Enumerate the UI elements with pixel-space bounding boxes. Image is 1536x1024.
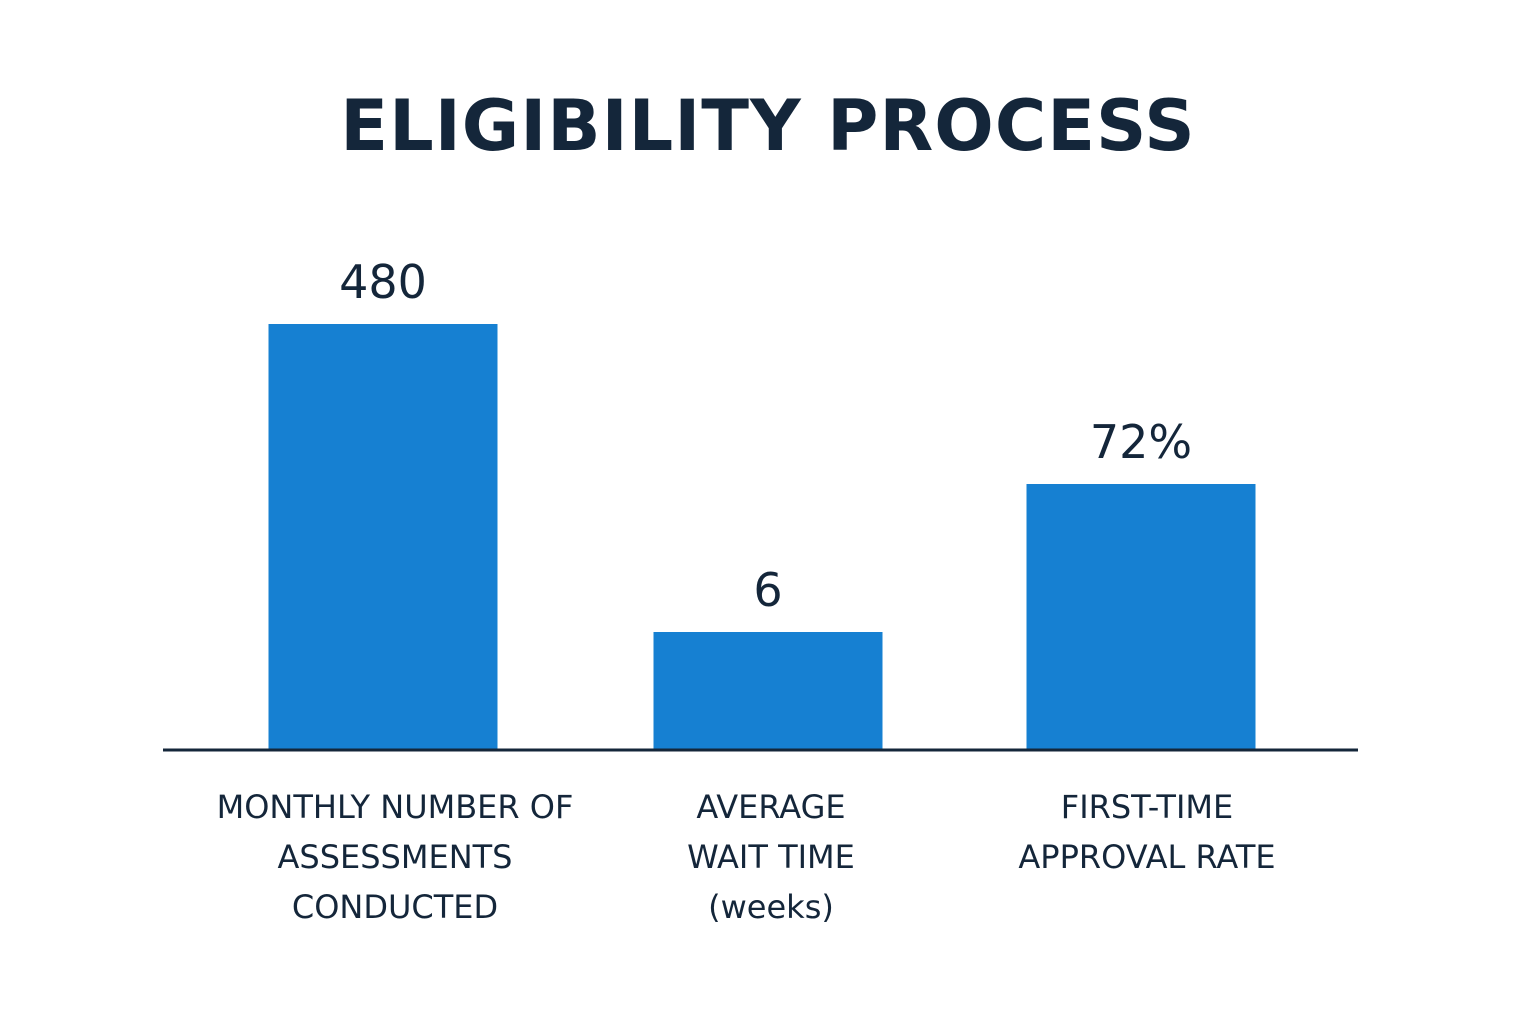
- labels-layer: 480 6 72% MONTHLY NUMBER OF ASSESSMENTS CONDU…: [217, 255, 1276, 926]
- category-label-3: FIRST-TIME APPROVAL RATE: [1018, 788, 1275, 876]
- bar-value-label: 6: [753, 563, 782, 617]
- category-label-line: AVERAGE: [696, 788, 845, 826]
- category-label-line: WAIT TIME: [687, 838, 855, 876]
- bars-layer: [268, 324, 1256, 750]
- category-label-1: MONTHLY NUMBER OF ASSESSMENTS CONDUCTED: [217, 788, 574, 926]
- category-label-line: (weeks): [708, 888, 834, 926]
- bar-value-label: 72%: [1090, 415, 1192, 469]
- category-label-line: APPROVAL RATE: [1018, 838, 1275, 876]
- bar-1: [268, 324, 498, 750]
- bar-value-label: 480: [339, 255, 427, 309]
- category-label-line: CONDUCTED: [292, 888, 498, 926]
- chart-title: ELIGIBILITY PROCESS: [340, 85, 1196, 167]
- category-label-line: FIRST-TIME: [1061, 788, 1233, 826]
- bar-2: [653, 632, 883, 750]
- category-label-2: AVERAGE WAIT TIME (weeks): [687, 788, 855, 926]
- bar-3: [1026, 484, 1256, 750]
- category-label-line: ASSESSMENTS: [278, 838, 513, 876]
- category-label-line: MONTHLY NUMBER OF: [217, 788, 574, 826]
